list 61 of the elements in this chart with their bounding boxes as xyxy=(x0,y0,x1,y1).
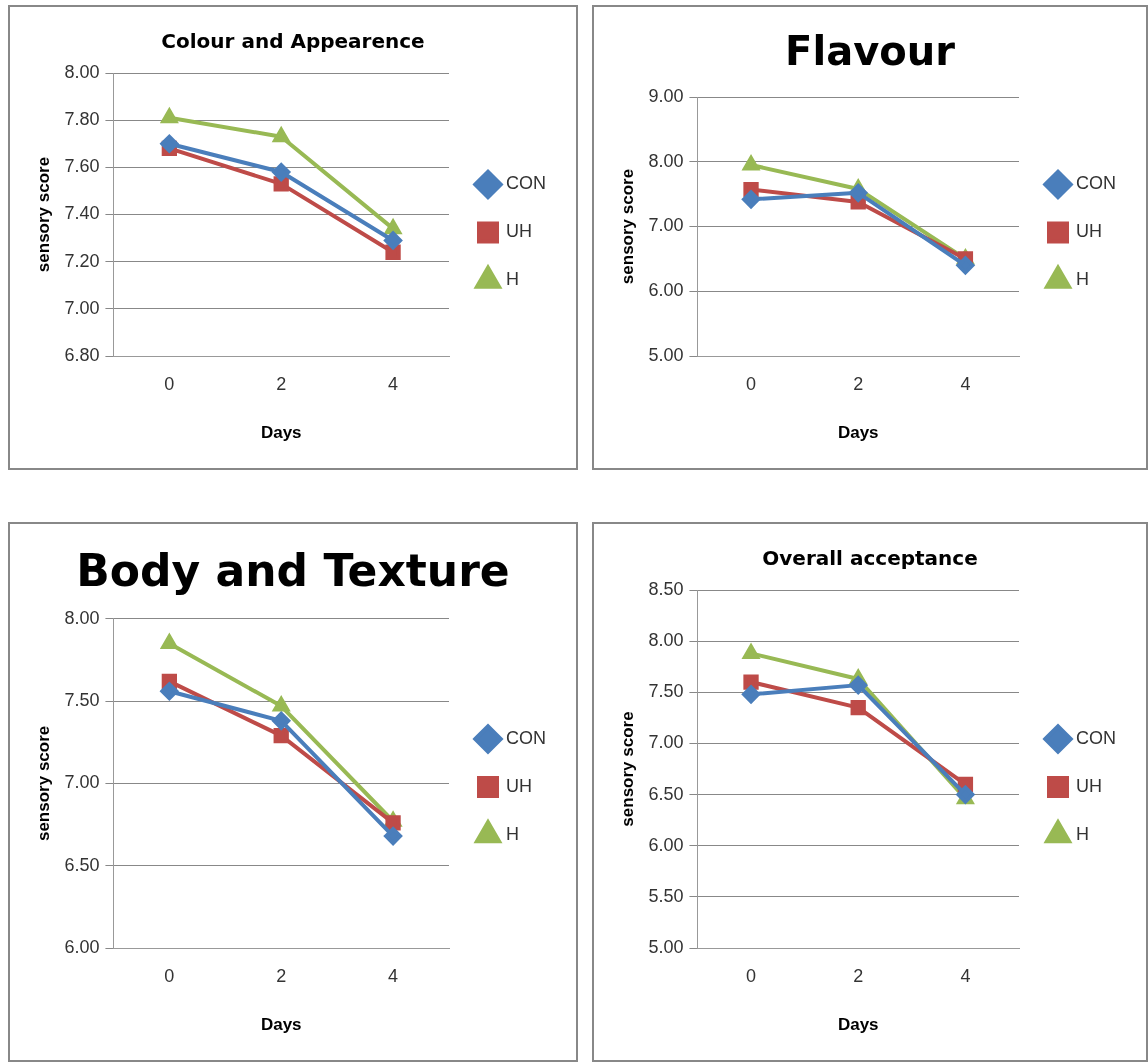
legend-label: UH xyxy=(1076,221,1102,242)
legend-label: CON xyxy=(506,173,546,194)
y-axis-title: sensory score xyxy=(33,156,53,273)
x-tick-label: 4 xyxy=(960,965,971,986)
y-tick-label: 7.20 xyxy=(64,250,100,271)
legend-label: UH xyxy=(1076,775,1102,796)
y-tick-label: 6.00 xyxy=(64,936,100,957)
y-axis-title: sensory score xyxy=(33,725,53,842)
y-tick-label: 8.00 xyxy=(648,150,684,171)
y-tick-label: 9.00 xyxy=(648,85,684,106)
x-axis-title: Days xyxy=(260,1015,302,1035)
legend-label: CON xyxy=(1076,173,1116,194)
y-tick-label: 6.50 xyxy=(648,783,684,804)
legend-label: CON xyxy=(506,727,546,748)
y-tick-label: 8.50 xyxy=(648,578,684,599)
x-tick-label: 0 xyxy=(746,373,757,394)
chart-title: Flavour xyxy=(785,28,956,75)
x-axis-title: Days xyxy=(837,423,879,443)
chart-title: Colour and Appearence xyxy=(161,29,425,54)
y-tick-label: 6.80 xyxy=(64,344,100,365)
x-tick-label: 0 xyxy=(746,965,757,986)
x-tick-label: 4 xyxy=(388,965,399,986)
chart-title: Overall acceptance xyxy=(762,546,978,571)
y-tick-label: 7.00 xyxy=(648,732,684,753)
x-axis-title: Days xyxy=(260,423,302,443)
y-tick-label: 6.00 xyxy=(648,280,684,301)
y-tick-label: 8.00 xyxy=(64,61,100,82)
y-tick-label: 7.00 xyxy=(64,297,100,318)
y-tick-label: 5.50 xyxy=(648,885,684,906)
legend-label: UH xyxy=(506,221,532,242)
y-tick-label: 8.00 xyxy=(64,607,100,628)
legend-label: H xyxy=(506,269,519,290)
legend-label: H xyxy=(506,823,519,844)
x-tick-label: 4 xyxy=(960,373,971,394)
x-tick-label: 2 xyxy=(853,965,864,986)
x-tick-label: 2 xyxy=(853,373,864,394)
y-tick-label: 7.00 xyxy=(64,772,100,793)
y-tick-label: 5.00 xyxy=(648,936,684,957)
legend-label: CON xyxy=(1076,727,1116,748)
y-tick-label: 8.00 xyxy=(648,630,684,651)
y-tick-label: 6.00 xyxy=(648,834,684,855)
x-tick-label: 4 xyxy=(388,373,399,394)
legend-label: H xyxy=(1076,269,1089,290)
x-tick-label: 2 xyxy=(276,373,287,394)
y-tick-label: 7.60 xyxy=(64,156,100,177)
chart-title: Body and Texture xyxy=(76,544,510,596)
y-tick-label: 7.80 xyxy=(64,109,100,130)
x-tick-label: 0 xyxy=(164,965,175,986)
y-tick-label: 7.50 xyxy=(64,690,100,711)
legend-label: UH xyxy=(506,775,532,796)
y-axis-title: sensory score xyxy=(617,711,637,827)
x-tick-label: 2 xyxy=(276,965,287,986)
y-tick-label: 5.00 xyxy=(648,344,684,365)
y-tick-label: 7.50 xyxy=(648,681,684,702)
x-axis-title: Days xyxy=(837,1015,879,1035)
y-tick-label: 7.00 xyxy=(648,215,684,236)
y-tick-label: 6.50 xyxy=(64,854,100,875)
x-tick-label: 0 xyxy=(164,373,175,394)
y-tick-label: 7.40 xyxy=(64,203,100,224)
legend-label: H xyxy=(1076,823,1089,844)
y-axis-title: sensory score xyxy=(617,168,637,285)
